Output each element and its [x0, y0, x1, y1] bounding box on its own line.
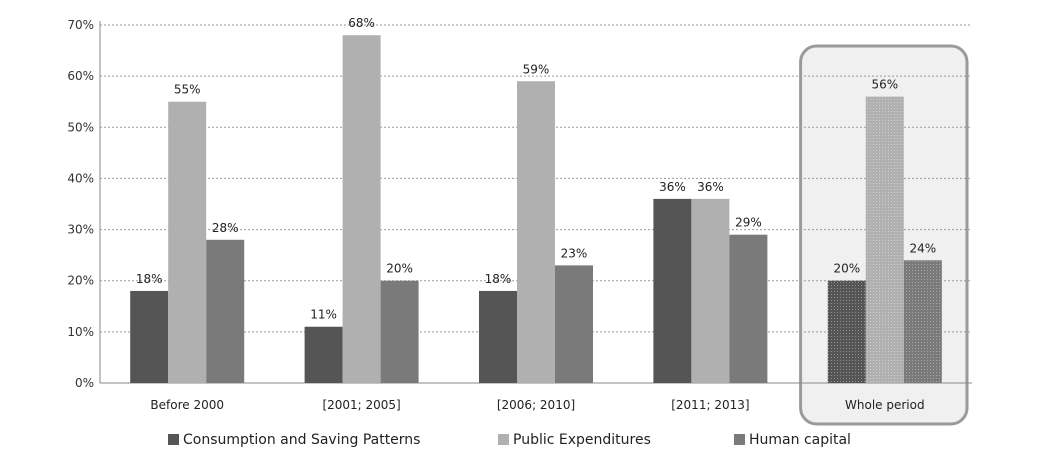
data-label: 55% — [174, 83, 201, 97]
bar — [479, 290, 517, 383]
y-tick-label: 50% — [67, 120, 94, 134]
bar — [304, 326, 343, 383]
data-label: 28% — [212, 221, 239, 235]
bar — [729, 234, 768, 383]
data-label: 24% — [909, 241, 936, 255]
bar — [130, 290, 169, 383]
y-tick-label: 10% — [67, 325, 94, 339]
y-tick-label: 0% — [75, 376, 94, 390]
legend-label: Consumption and Saving Patterns — [183, 432, 420, 448]
bar — [517, 81, 555, 383]
bar — [168, 101, 207, 383]
bar — [206, 239, 245, 383]
data-label: 59% — [523, 62, 550, 76]
data-label: 56% — [871, 78, 898, 92]
x-tick-label: [2011; 2013] — [671, 398, 749, 412]
data-label: 20% — [833, 262, 860, 276]
legend-label: Human capital — [749, 432, 851, 448]
data-label: 11% — [310, 308, 337, 322]
y-tick-label: 30% — [67, 223, 94, 237]
data-label: 18% — [136, 272, 163, 286]
data-label: 23% — [561, 246, 588, 260]
x-tick-label: [2001; 2005] — [322, 398, 400, 412]
bar — [691, 198, 730, 383]
bar-hatch — [903, 260, 942, 383]
y-tick-label: 40% — [67, 171, 94, 185]
data-label: 68% — [348, 16, 375, 30]
bar — [653, 198, 692, 383]
bar-hatch — [865, 96, 904, 383]
legend-swatch — [734, 434, 745, 445]
data-label: 29% — [735, 216, 762, 230]
legend-swatch — [168, 434, 179, 445]
bar-hatch — [827, 280, 866, 383]
y-tick-label: 60% — [67, 69, 94, 83]
y-tick-label: 20% — [67, 274, 94, 288]
data-label: 18% — [485, 272, 512, 286]
data-label: 20% — [386, 262, 413, 276]
x-tick-label: [2006; 2010] — [497, 398, 575, 412]
x-tick-label: Before 2000 — [150, 398, 224, 412]
legend-label: Public Expenditures — [513, 432, 651, 448]
data-label: 36% — [697, 180, 724, 194]
x-tick-label: Whole period — [845, 398, 925, 412]
data-label: 36% — [659, 180, 686, 194]
bar — [380, 280, 419, 383]
bar — [342, 35, 381, 383]
bar — [555, 265, 593, 383]
legend-swatch — [498, 434, 509, 445]
y-tick-label: 70% — [67, 18, 94, 32]
